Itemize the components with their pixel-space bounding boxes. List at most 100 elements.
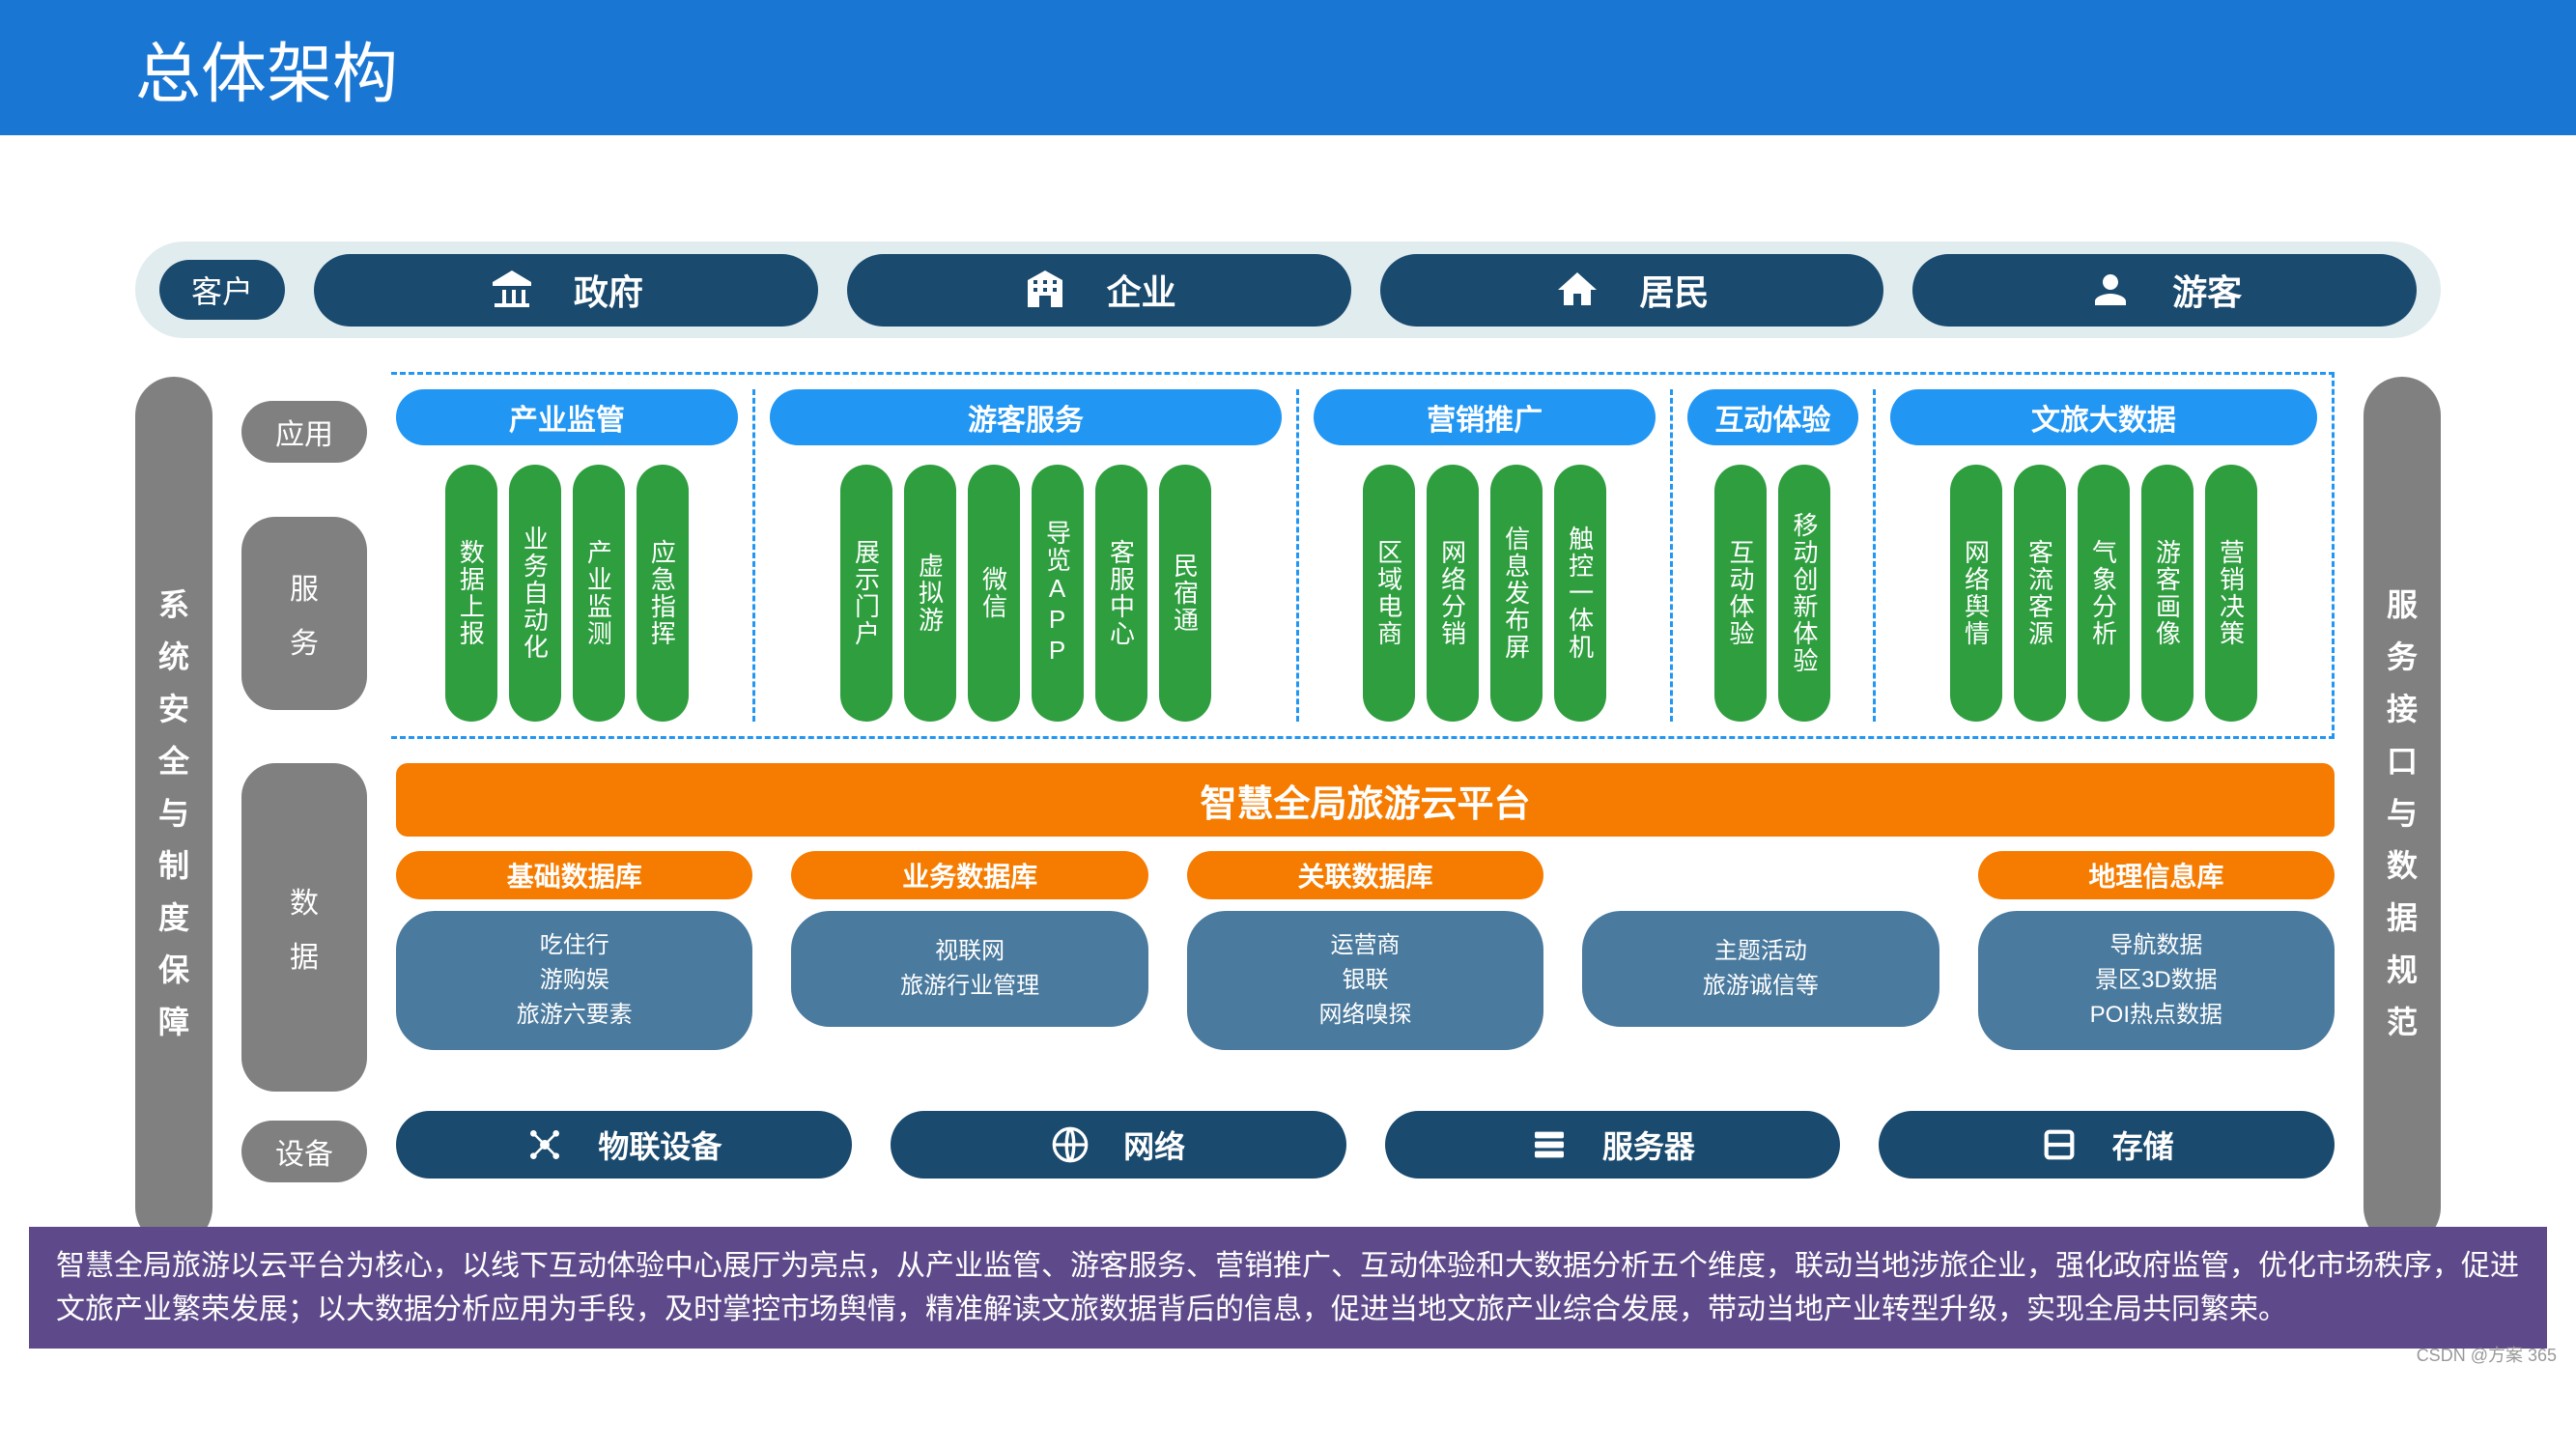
- service-pills-group: 互动体验移动创新体验: [1687, 465, 1858, 722]
- db-label-pill: 基础数据库: [396, 851, 752, 899]
- service-pill: 客服中心: [1095, 465, 1147, 722]
- row-label-data: 数据: [241, 763, 367, 1092]
- data-column: 地理信息库导航数据景区3D数据POI热点数据: [1978, 851, 2335, 1050]
- db-content-line: POI热点数据: [2090, 998, 2222, 1033]
- service-pill: 网络舆情: [1950, 465, 2002, 722]
- cloud-platform-title: 智慧全局旅游云平台: [396, 763, 2335, 837]
- db-content-line: 旅游六要素: [517, 998, 633, 1033]
- db-content-line: 网络嗅探: [1319, 998, 1412, 1033]
- device-label: 服务器: [1602, 1122, 1695, 1167]
- page-header: 总体架构: [0, 0, 2576, 135]
- server-icon: [1530, 1125, 1569, 1164]
- device-pill: 服务器: [1385, 1111, 1841, 1179]
- service-pill: 客流客源: [2014, 465, 2066, 722]
- page-title: 总体架构: [135, 20, 398, 116]
- db-content-line: 吃住行: [540, 928, 609, 963]
- service-pills-group: 展示门户虚拟游微信导览APP客服中心民宿通: [770, 465, 1283, 722]
- customer-resident: 居民: [1380, 254, 1884, 327]
- service-pill: 导览APP: [1032, 465, 1084, 722]
- service-pill: 信息发布屏: [1490, 465, 1543, 722]
- db-content-line: 景区3D数据: [2095, 963, 2218, 998]
- service-pill: 移动创新体验: [1778, 465, 1830, 722]
- data-column: 关联数据库运营商银联网络嗅探: [1187, 851, 1543, 1050]
- device-pill: 物联设备: [396, 1111, 852, 1179]
- app-column: 营销推广区域电商网络分销信息发布屏触控一体机: [1296, 389, 1656, 722]
- iot-icon: [525, 1125, 564, 1164]
- db-content-box: 主题活动旅游诚信等: [1582, 911, 1939, 1027]
- customer-label-text: 企业: [1107, 265, 1176, 315]
- data-column: 关联数据库主题活动旅游诚信等: [1582, 851, 1939, 1050]
- db-content-box: 视联网旅游行业管理: [791, 911, 1147, 1027]
- db-content-line: 导航数据: [2109, 928, 2202, 963]
- app-pill: 产业监管: [396, 389, 738, 445]
- row-label-service: 服务: [241, 517, 367, 710]
- network-icon: [1051, 1125, 1090, 1164]
- app-pill: 文旅大数据: [1890, 389, 2317, 445]
- government-icon: [489, 267, 535, 313]
- customers-row: 客户 政府 企业 居民 游客: [135, 242, 2441, 338]
- resident-icon: [1554, 267, 1600, 313]
- app-column: 游客服务展示门户虚拟游微信导览APP客服中心民宿通: [752, 389, 1283, 722]
- customer-enterprise: 企业: [847, 254, 1351, 327]
- data-column: 业务数据库视联网旅游行业管理: [791, 851, 1147, 1050]
- customer-label-text: 游客: [2172, 265, 2242, 315]
- watermark: CSDN @方案 365: [2417, 1342, 2557, 1367]
- db-label-pill: 关联数据库: [1187, 851, 1543, 899]
- db-content-box: 吃住行游购娱旅游六要素: [396, 911, 752, 1050]
- data-column: 基础数据库吃住行游购娱旅游六要素: [396, 851, 752, 1050]
- service-pill: 业务自动化: [509, 465, 561, 722]
- service-pill: 微信: [968, 465, 1020, 722]
- service-pill: 产业监测: [573, 465, 625, 722]
- customer-tourist: 游客: [1912, 254, 2417, 327]
- service-pills-group: 网络舆情客流客源气象分析游客画像营销决策: [1890, 465, 2317, 722]
- customer-label-text: 居民: [1639, 265, 1709, 315]
- db-content-line: 游购娱: [540, 963, 609, 998]
- footer-description: 智慧全局旅游以云平台为核心，以线下互动体验中心展厅为亮点，从产业监管、游客服务、…: [29, 1227, 2547, 1349]
- app-column: 互动体验互动体验移动创新体验: [1670, 389, 1858, 722]
- db-content-line: 视联网: [935, 934, 1005, 969]
- app-pill: 互动体验: [1687, 389, 1858, 445]
- service-pill: 数据上报: [445, 465, 497, 722]
- service-pill: 虚拟游: [904, 465, 956, 722]
- service-pill: 营销决策: [2205, 465, 2257, 722]
- service-pill: 互动体验: [1714, 465, 1767, 722]
- service-pill: 民宿通: [1159, 465, 1211, 722]
- db-content-box: 运营商银联网络嗅探: [1187, 911, 1543, 1050]
- device-label: 网络: [1123, 1122, 1185, 1167]
- db-content-line: 主题活动: [1714, 934, 1807, 969]
- app-column: 产业监管数据上报业务自动化产业监测应急指挥: [396, 389, 738, 722]
- tourist-icon: [2087, 267, 2134, 313]
- enterprise-icon: [1022, 267, 1068, 313]
- storage-icon: [2040, 1125, 2079, 1164]
- device-pill: 网络: [891, 1111, 1346, 1179]
- service-pill: 展示门户: [840, 465, 892, 722]
- service-pill: 触控一体机: [1554, 465, 1606, 722]
- app-service-region: 产业监管数据上报业务自动化产业监测应急指挥游客服务展示门户虚拟游微信导览APP客…: [391, 372, 2335, 739]
- device-pill: 存储: [1879, 1111, 2335, 1179]
- device-label: 物联设备: [598, 1122, 722, 1167]
- service-pill: 应急指挥: [637, 465, 689, 722]
- diagram-canvas: 客户 政府 企业 居民 游客 系统安全与制度保障 服务接口与数据规范 应用 服务…: [0, 135, 2576, 1449]
- data-region: 智慧全局旅游云平台 基础数据库吃住行游购娱旅游六要素业务数据库视联网旅游行业管理…: [396, 763, 2335, 1050]
- service-pill: 气象分析: [2078, 465, 2130, 722]
- db-content-box: 导航数据景区3D数据POI热点数据: [1978, 911, 2335, 1050]
- service-pill: 游客画像: [2141, 465, 2194, 722]
- db-content-line: 银联: [1343, 963, 1389, 998]
- row-label-device: 设备: [241, 1121, 367, 1182]
- device-label: 存储: [2112, 1122, 2174, 1167]
- app-pill: 营销推广: [1314, 389, 1656, 445]
- customers-label: 客户: [159, 260, 285, 320]
- customer-label-text: 政府: [574, 265, 643, 315]
- row-label-app: 应用: [241, 401, 367, 463]
- service-pills-group: 区域电商网络分销信息发布屏触控一体机: [1314, 465, 1656, 722]
- db-content-line: 运营商: [1331, 928, 1401, 963]
- device-row: 物联设备 网络 服务器 存储: [396, 1111, 2335, 1179]
- customer-government: 政府: [314, 254, 818, 327]
- service-pill: 网络分销: [1427, 465, 1479, 722]
- app-column: 文旅大数据网络舆情客流客源气象分析游客画像营销决策: [1873, 389, 2317, 722]
- db-label-pill: 业务数据库: [791, 851, 1147, 899]
- right-pillar: 服务接口与数据规范: [2364, 377, 2441, 1246]
- db-content-line: 旅游诚信等: [1703, 969, 1819, 1004]
- service-pill: 区域电商: [1363, 465, 1415, 722]
- app-pill: 游客服务: [770, 389, 1283, 445]
